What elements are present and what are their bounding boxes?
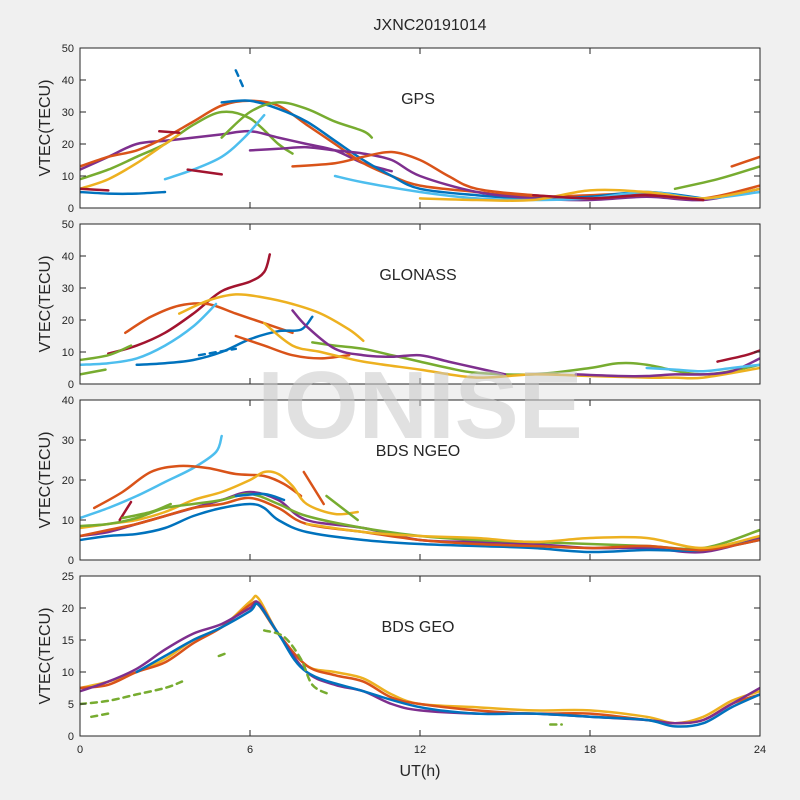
series-group — [80, 434, 760, 554]
series-line — [80, 99, 705, 202]
series-line — [80, 302, 218, 367]
plot-area — [80, 400, 760, 560]
y-axis-label: VTEC(TECU) — [37, 608, 54, 705]
series-line — [177, 293, 365, 343]
series-line — [80, 680, 184, 706]
series-line — [302, 470, 325, 506]
series-line — [262, 629, 331, 696]
series-line — [80, 502, 760, 554]
series-line — [220, 101, 374, 139]
y-tick-label: 10 — [62, 347, 74, 359]
series-line — [291, 309, 507, 376]
y-tick-label: 50 — [62, 43, 74, 55]
series-line — [574, 357, 760, 378]
series-line — [248, 145, 760, 202]
series-line — [80, 470, 359, 530]
series-line — [730, 155, 760, 168]
series-line — [197, 347, 238, 357]
y-tick-label: 0 — [68, 203, 74, 215]
panel-annotation: GPS — [401, 91, 435, 108]
y-tick-label: 10 — [62, 171, 74, 183]
x-tick-label: 6 — [247, 744, 253, 756]
y-tick-label: 25 — [62, 571, 74, 583]
series-line — [80, 344, 133, 362]
panel-gps: 0 10 20 30 40 50 VTEC(TECU) GPS — [37, 43, 761, 215]
series-line — [135, 602, 760, 728]
series-line — [90, 712, 110, 719]
y-tick-label: 0 — [68, 555, 74, 567]
x-tick-label: 12 — [414, 744, 426, 756]
y-tick-label: 20 — [62, 603, 74, 615]
panel-annotation: GLONASS — [379, 267, 456, 284]
series-line — [80, 190, 167, 196]
panel-bds-ngeo: 0 10 20 30 40 VTEC(TECU) BDS NGEO — [37, 395, 761, 567]
y-tick-label: 40 — [62, 251, 74, 263]
y-tick-label: 15 — [62, 635, 74, 647]
y-tick-label: 40 — [62, 395, 74, 407]
series-group — [80, 253, 760, 380]
series-group — [80, 594, 760, 728]
series-line — [716, 349, 760, 363]
series-group — [80, 69, 760, 203]
y-tick-label: 20 — [62, 315, 74, 327]
series-line — [234, 69, 246, 91]
series-line — [80, 110, 294, 181]
plot-area — [80, 576, 760, 736]
series-line — [234, 492, 286, 502]
y-tick-label: 10 — [62, 515, 74, 527]
series-line — [305, 522, 760, 550]
series-line — [80, 368, 107, 376]
y-tick-label: 30 — [62, 283, 74, 295]
y-tick-label: 50 — [62, 219, 74, 231]
y-tick-label: 30 — [62, 107, 74, 119]
y-tick-label: 30 — [62, 435, 74, 447]
x-tick-label: 0 — [77, 744, 83, 756]
series-line — [158, 129, 181, 135]
plot-area — [80, 48, 760, 208]
series-line — [80, 434, 223, 520]
series-line — [418, 187, 760, 203]
series-line — [325, 494, 359, 522]
y-tick-label: 10 — [62, 667, 74, 679]
series-line — [645, 363, 760, 373]
panel-annotation: BDS GEO — [382, 619, 455, 636]
x-tick-label: 18 — [584, 744, 596, 756]
series-line — [80, 133, 181, 191]
figure-title: JXNC20191014 — [374, 17, 487, 34]
series-line — [135, 315, 314, 367]
series-line — [220, 99, 705, 200]
y-axis-label: VTEC(TECU) — [37, 256, 54, 353]
series-line — [92, 464, 303, 510]
series-line — [262, 321, 760, 380]
panel-glonass: 0 10 20 30 40 50 VTEC(TECU) GLONASS — [37, 219, 761, 391]
y-tick-label: 40 — [62, 75, 74, 87]
series-line — [217, 651, 229, 658]
series-line — [186, 168, 223, 176]
x-axis-label: UT(h) — [400, 763, 441, 780]
y-tick-label: 5 — [68, 699, 74, 711]
y-axis-label: VTEC(TECU) — [37, 80, 54, 177]
y-axis-label: VTEC(TECU) — [37, 432, 54, 529]
y-tick-label: 0 — [68, 379, 74, 391]
y-tick-label: 20 — [62, 139, 74, 151]
series-line — [234, 334, 351, 360]
watermark: IONISE — [257, 352, 582, 459]
series-line — [121, 502, 172, 520]
series-line — [673, 165, 760, 191]
x-tick-label: 24 — [754, 744, 766, 756]
panel-bds-geo: 0 5 10 15 20 25 0 6 12 18 24 VTEC(TECU) BDS GEO — [37, 571, 766, 756]
series-line — [311, 341, 760, 376]
series-line — [163, 113, 266, 181]
y-tick-label: 0 — [68, 731, 74, 743]
y-tick-label: 20 — [62, 475, 74, 487]
series-line — [118, 500, 133, 522]
series-line — [532, 193, 705, 202]
series-line — [80, 187, 110, 192]
panel-annotation: BDS NGEO — [376, 443, 460, 460]
